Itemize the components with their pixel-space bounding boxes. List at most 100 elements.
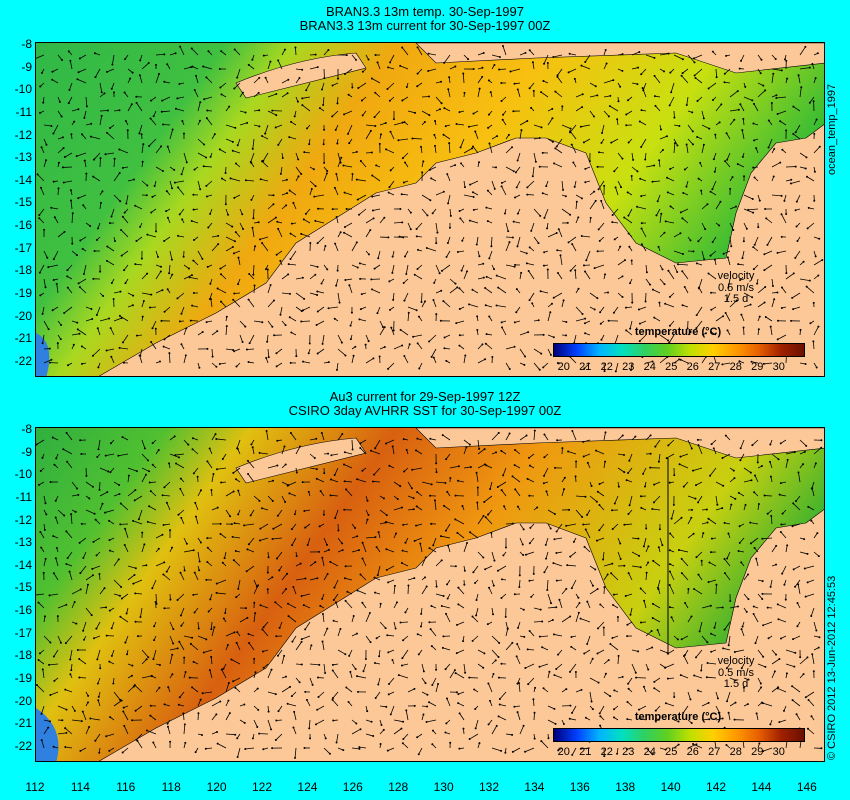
- current-arrow-head: [613, 716, 616, 719]
- current-arrow: [428, 701, 437, 707]
- current-arrow: [589, 82, 596, 87]
- current-arrow: [568, 451, 577, 455]
- current-arrow: [530, 222, 535, 232]
- current-arrow-head: [557, 228, 560, 231]
- current-arrow-head: [707, 517, 710, 520]
- current-arrow: [195, 516, 199, 525]
- current-arrow-head: [271, 576, 274, 579]
- current-arrow-head: [496, 569, 499, 572]
- current-arrow: [680, 453, 689, 457]
- current-arrow-head: [201, 257, 204, 260]
- current-arrow: [669, 320, 675, 326]
- current-arrow-head: [168, 462, 171, 465]
- current-arrow: [544, 208, 549, 219]
- current-arrow-head: [623, 216, 626, 219]
- current-arrow: [43, 320, 49, 330]
- current-arrow: [687, 691, 691, 700]
- current-arrow-head: [707, 87, 710, 90]
- current-arrow-head: [493, 63, 496, 66]
- current-arrow: [253, 579, 258, 587]
- current-arrow: [729, 702, 736, 707]
- current-arrow: [290, 233, 297, 238]
- current-arrow-head: [265, 356, 268, 359]
- current-arrow-head: [651, 617, 654, 620]
- current-arrow-head: [727, 286, 730, 289]
- current-arrow: [209, 292, 213, 300]
- current-arrow: [122, 436, 129, 441]
- current-arrow: [377, 677, 381, 685]
- current-arrow: [428, 53, 437, 56]
- current-arrow: [771, 658, 780, 665]
- current-arrow: [304, 523, 311, 528]
- current-arrow-head: [666, 652, 669, 655]
- current-arrow-head: [455, 123, 458, 126]
- current-arrow-head: [92, 175, 95, 178]
- current-arrow-head: [290, 331, 293, 334]
- current-arrow: [603, 691, 611, 697]
- current-arrow-head: [611, 637, 614, 640]
- current-arrow: [71, 494, 79, 497]
- current-arrow-head: [742, 117, 745, 120]
- current-arrow: [421, 586, 427, 595]
- current-arrow-head: [420, 145, 423, 148]
- current-arrow-head: [65, 731, 68, 734]
- current-arrow-head: [163, 80, 166, 83]
- current-arrow: [797, 584, 801, 595]
- current-arrow: [756, 713, 759, 721]
- current-arrow-head: [739, 459, 742, 462]
- current-arrow-head: [435, 313, 438, 316]
- current-arrow: [781, 565, 787, 574]
- current-arrow-head: [399, 485, 402, 488]
- current-arrow: [659, 649, 668, 654]
- current-arrow: [216, 467, 227, 470]
- current-arrow-head: [109, 716, 112, 719]
- current-arrow-head: [442, 190, 445, 193]
- current-arrow: [659, 213, 662, 224]
- current-arrow-head: [233, 350, 236, 353]
- current-arrow-head: [288, 136, 291, 139]
- current-arrow: [211, 701, 221, 707]
- current-arrow: [295, 641, 302, 651]
- current-arrow: [754, 475, 759, 483]
- current-arrow-head: [586, 513, 589, 516]
- current-arrow-head: [155, 230, 158, 233]
- current-arrow-head: [60, 58, 63, 61]
- current-arrow: [584, 649, 591, 654]
- current-arrow-head: [488, 142, 491, 145]
- current-arrow: [289, 492, 297, 497]
- current-arrow-head: [241, 91, 244, 94]
- current-arrow-head: [696, 100, 699, 103]
- current-arrow: [790, 180, 801, 184]
- current-arrow: [643, 537, 647, 547]
- current-arrow-head: [73, 709, 76, 712]
- current-arrow-head: [216, 330, 219, 333]
- current-arrow-head: [726, 700, 729, 703]
- current-arrow-head: [794, 165, 797, 168]
- current-arrow: [603, 461, 606, 469]
- current-arrow-head: [767, 146, 770, 149]
- current-arrow-head: [182, 132, 185, 135]
- current-arrow-head: [381, 326, 384, 329]
- current-arrow-head: [721, 507, 724, 510]
- current-arrow-head: [234, 231, 237, 234]
- current-arrow-head: [126, 653, 129, 656]
- current-arrow: [446, 698, 451, 707]
- current-arrow: [365, 635, 371, 643]
- current-arrow-head: [39, 111, 42, 114]
- current-arrow: [150, 341, 157, 350]
- current-arrow-head: [649, 434, 652, 437]
- current-arrow-head: [582, 455, 585, 458]
- current-arrow: [309, 292, 318, 296]
- current-arrow-head: [711, 240, 714, 243]
- current-arrow-head: [746, 703, 749, 706]
- current-arrow-head: [219, 532, 222, 535]
- current-arrow: [377, 62, 381, 70]
- current-arrow-head: [513, 265, 516, 268]
- current-arrow-head: [488, 257, 491, 260]
- current-arrow-head: [723, 72, 726, 75]
- current-arrow-head: [569, 269, 572, 272]
- current-arrow: [281, 79, 289, 84]
- current-arrow-head: [404, 611, 407, 614]
- current-arrow: [127, 489, 136, 497]
- current-arrow-head: [112, 298, 115, 301]
